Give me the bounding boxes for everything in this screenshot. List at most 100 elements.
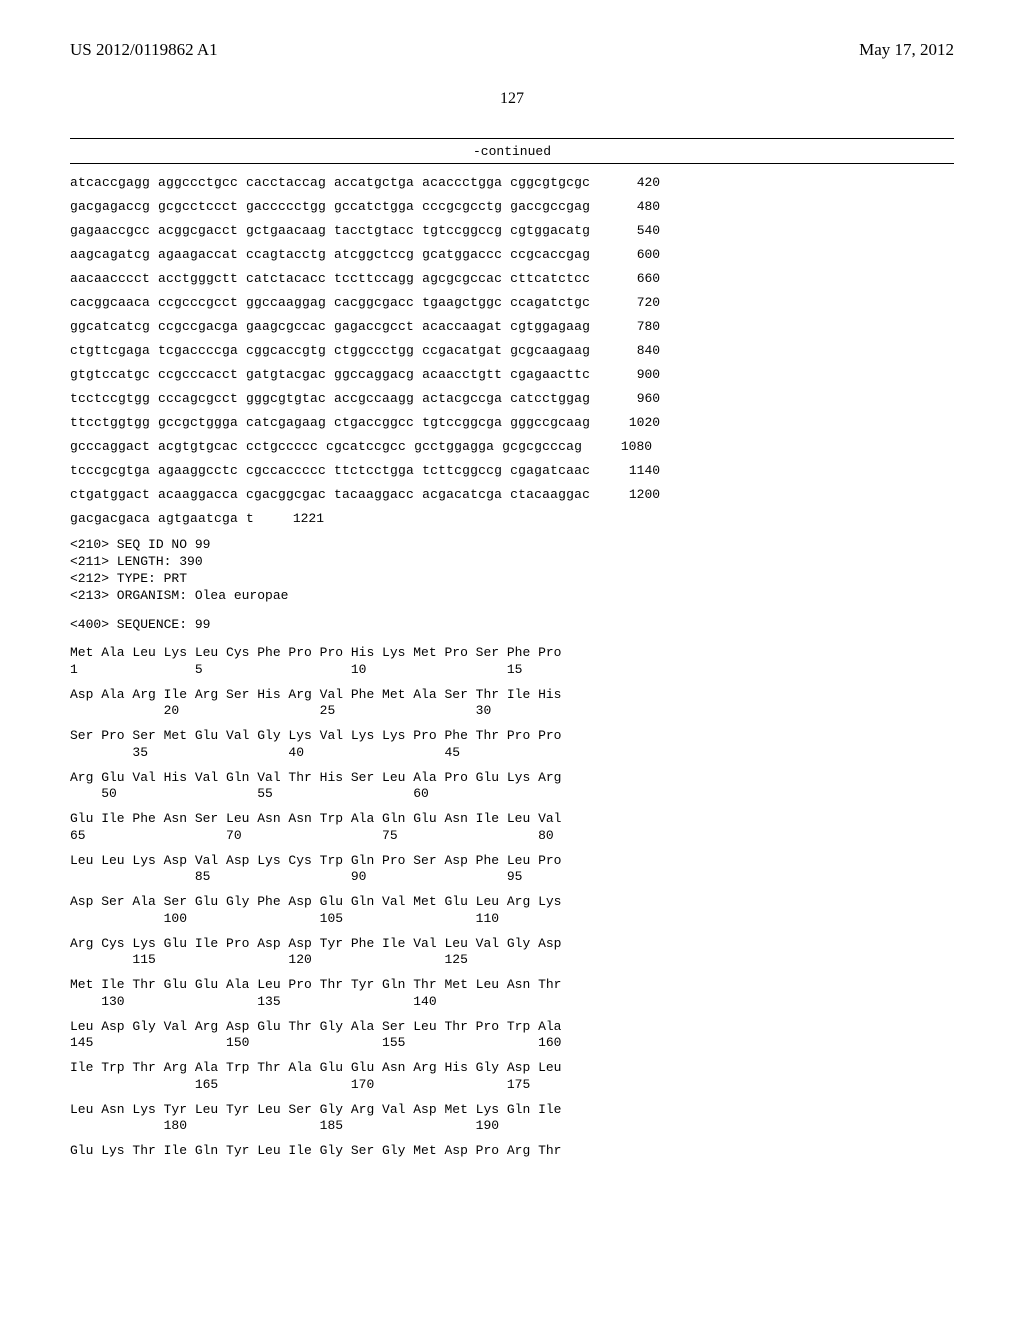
dna-group: tccttccagg (334, 272, 414, 285)
dna-group: cgtggagaag (510, 320, 590, 333)
protein-row: Ile Trp Thr Arg Ala Trp Thr Ala Glu Glu … (70, 1060, 954, 1093)
dna-group: cccagcgcct (158, 392, 238, 405)
dna-group: acggcgacct (158, 224, 238, 237)
dna-group: gtgtccatgc (70, 368, 150, 381)
dna-row: tcctccgtggcccagcgcctgggcgtgtacaccgccaagg… (70, 392, 954, 405)
dna-group: ggccaaggag (246, 296, 326, 309)
protein-num-line: 50 55 60 (70, 786, 954, 802)
protein-num-line: 165 170 175 (70, 1077, 954, 1093)
dna-row: aacaacccctacctgggcttcatctacacctccttccagg… (70, 272, 954, 285)
dna-group: gggcgtgtac (246, 392, 326, 405)
dna-group: ggccaggacg (334, 368, 414, 381)
dna-group: ccgcccacct (158, 368, 238, 381)
protein-row: Asp Ala Arg Ile Arg Ser His Arg Val Phe … (70, 687, 954, 720)
dna-position: 960 (620, 392, 660, 405)
protein-num-line: 1 5 10 15 (70, 662, 954, 678)
protein-aa-line: Leu Asp Gly Val Arg Asp Glu Thr Gly Ala … (70, 1019, 954, 1035)
dna-group: atcaccgagg (70, 176, 150, 189)
protein-row: Arg Cys Lys Glu Ile Pro Asp Asp Tyr Phe … (70, 936, 954, 969)
dna-group: cggcaccgtg (246, 344, 326, 357)
dna-group: ttctcctgga (334, 464, 414, 477)
dna-sequence-block: atcaccgaggaggccctgcccacctaccagaccatgctga… (70, 176, 954, 525)
dna-group: cttcatctcc (510, 272, 590, 285)
protein-aa-line: Glu Lys Thr Ile Gln Tyr Leu Ile Gly Ser … (70, 1143, 954, 1159)
protein-aa-line: Ser Pro Ser Met Glu Val Gly Lys Val Lys … (70, 728, 954, 744)
dna-group: gccgctggga (158, 416, 238, 429)
dna-group: aagcagatcg (70, 248, 150, 261)
protein-num-line: 115 120 125 (70, 952, 954, 968)
dna-group: ggcatcatcg (70, 320, 150, 333)
dna-group: tgtccggcga (422, 416, 502, 429)
dna-group: ttcctggtgg (70, 416, 150, 429)
dna-position: 1020 (620, 416, 660, 429)
dna-group: tcttcggccg (422, 464, 502, 477)
dna-group: ctgatggact (70, 488, 150, 501)
dna-group: ccgacatgat (422, 344, 502, 357)
dna-position: 540 (620, 224, 660, 237)
protein-row: Asp Ser Ala Ser Glu Gly Phe Asp Glu Gln … (70, 894, 954, 927)
dna-group: tcgaccccga (158, 344, 238, 357)
protein-aa-line: Met Ile Thr Glu Glu Ala Leu Pro Thr Tyr … (70, 977, 954, 993)
dna-group: catctacacc (246, 272, 326, 285)
dna-position: 780 (620, 320, 660, 333)
dna-group: gctgaacaag (246, 224, 326, 237)
dna-position: 1200 (620, 488, 660, 501)
dna-position: 840 (620, 344, 660, 357)
dna-group: gggccgcaag (510, 416, 590, 429)
dna-group: acaacctgtt (422, 368, 502, 381)
dna-group: acgtgtgcac (158, 440, 238, 453)
protein-row: Met Ile Thr Glu Glu Ala Leu Pro Thr Tyr … (70, 977, 954, 1010)
sequence-label: <400> SEQUENCE: 99 (70, 617, 954, 634)
dna-group: atcggctccg (334, 248, 414, 261)
dna-position: 420 (620, 176, 660, 189)
dna-group: catcgagaag (246, 416, 326, 429)
dna-row: aagcagatcgagaagaccatccagtacctgatcggctccg… (70, 248, 954, 261)
continued-label: -continued (473, 144, 551, 159)
dna-row: ttcctggtgg gccgctggga catcgagaag ctgaccggcc… (70, 416, 954, 429)
dna-group: agaaggcctc (158, 464, 238, 477)
dna-group: gaccgccgag (510, 200, 590, 213)
dna-group: t (246, 512, 254, 525)
page-container: US 2012/0119862 A1 May 17, 2012 127 -con… (0, 0, 1024, 1320)
dna-group: ccgccgacga (158, 320, 238, 333)
dna-group: cccgcgcctg (422, 200, 502, 213)
meta-type: <212> TYPE: PRT (70, 571, 954, 588)
dna-position: 660 (620, 272, 660, 285)
page-number: 127 (70, 90, 954, 108)
dna-group: cggcgtgcgc (510, 176, 590, 189)
dna-group: ctgttcgaga (70, 344, 150, 357)
protein-sequence-block: Met Ala Leu Lys Leu Cys Phe Pro Pro His … (70, 645, 954, 1159)
dna-group: gcccaggact (70, 440, 150, 453)
dna-group: acaccaagat (422, 320, 502, 333)
protein-row: Ser Pro Ser Met Glu Val Gly Lys Val Lys … (70, 728, 954, 761)
dna-group: gcatggaccc (422, 248, 502, 261)
protein-row: Glu Lys Thr Ile Gln Tyr Leu Ile Gly Ser … (70, 1143, 954, 1159)
dna-group: agcgcgccac (422, 272, 502, 285)
dna-group: cgagatcaac (510, 464, 590, 477)
dna-position: 1080 (612, 440, 652, 453)
dna-group: gcgcaagaag (510, 344, 590, 357)
dna-group: ctacaaggac (510, 488, 590, 501)
dna-row: gagaaccgccacggcgacctgctgaacaagtacctgtacc… (70, 224, 954, 237)
dna-group: ctgaccggcc (334, 416, 414, 429)
dna-row: ggcatcatcg ccgccgacga gaagcgccac gagaccgcct… (70, 320, 954, 333)
dna-row: ctgttcgaga tcgaccccga cggcaccgtg ctggccctgg… (70, 344, 954, 357)
protein-aa-line: Leu Leu Lys Asp Val Asp Lys Cys Trp Gln … (70, 853, 954, 869)
dna-group: tcccgcgtga (70, 464, 150, 477)
dna-group: tacaaggacc (334, 488, 414, 501)
dna-row: gtgtccatgcccgcccacctgatgtacgacggccaggacg… (70, 368, 954, 381)
protein-row: Met Ala Leu Lys Leu Cys Phe Pro Pro His … (70, 645, 954, 678)
protein-num-line: 130 135 140 (70, 994, 954, 1010)
dna-group: ctggccctgg (334, 344, 414, 357)
dna-group: gagaccgcct (334, 320, 414, 333)
dna-group: catcctggag (510, 392, 590, 405)
dna-group: ccagatctgc (510, 296, 590, 309)
dna-group: cgagaacttc (510, 368, 590, 381)
dna-group: gcgcgcccag (502, 440, 582, 453)
protein-row: Leu Asp Gly Val Arg Asp Glu Thr Gly Ala … (70, 1019, 954, 1052)
dna-row: gacgagaccggcgcctccctgaccccctgggccatctgga… (70, 200, 954, 213)
protein-aa-line: Asp Ser Ala Ser Glu Gly Phe Asp Glu Gln … (70, 894, 954, 910)
dna-group: aggccctgcc (158, 176, 238, 189)
sequence-metadata: <210> SEQ ID NO 99 <211> LENGTH: 390 <21… (70, 537, 954, 605)
dna-group: gaagcgccac (246, 320, 326, 333)
